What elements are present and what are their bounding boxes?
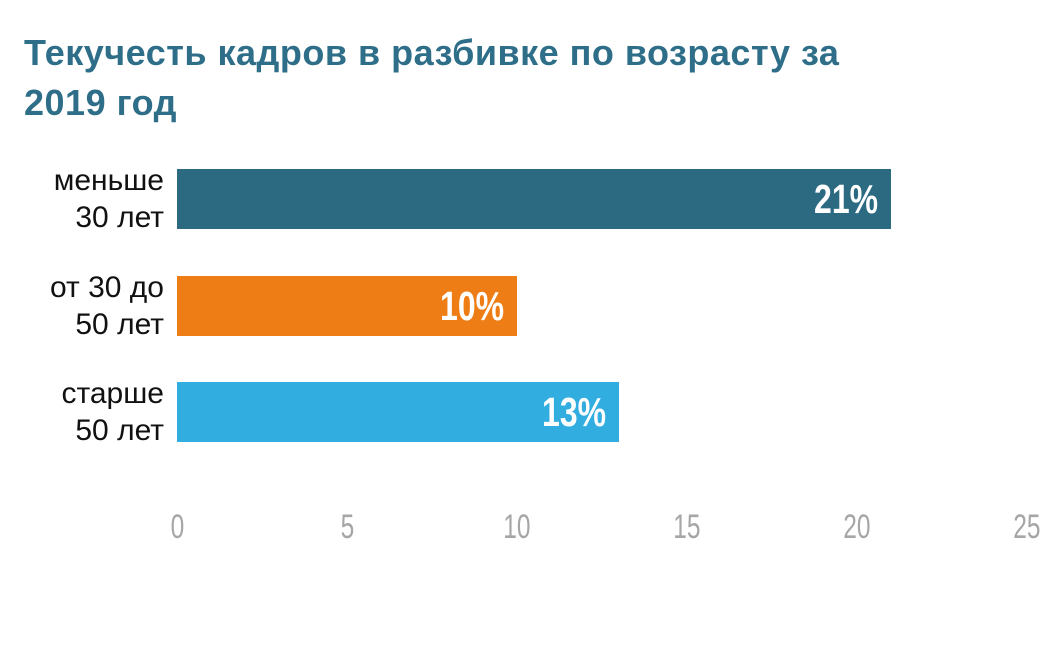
category-label-line: меньше <box>53 164 164 197</box>
category-label: меньше 30 лет <box>0 164 164 234</box>
category-label-line: 50 лет <box>75 414 164 447</box>
bar: 13% <box>177 382 619 442</box>
x-axis-tick: 10 <box>503 508 531 546</box>
x-axis-tick: 15 <box>673 508 701 546</box>
bar: 21% <box>177 169 891 229</box>
category-label: от 30 до 50 лет <box>0 271 164 341</box>
bar: 10% <box>177 276 517 336</box>
bar-value-label: 10% <box>439 282 504 329</box>
category-label: старше 50 лет <box>0 377 164 447</box>
chart-title-line-1: Текучесть кадров в разбивке по возрасту … <box>24 32 840 73</box>
category-label-line: от 30 до <box>50 271 164 304</box>
chart-title-line-2: 2019 год <box>24 82 177 123</box>
chart-title: Текучесть кадров в разбивке по возрасту … <box>24 28 839 128</box>
category-label-line: старше <box>61 377 164 410</box>
bar-value-label: 13% <box>541 388 606 435</box>
x-axis-tick: 5 <box>340 508 354 546</box>
category-label-line: 50 лет <box>75 308 164 341</box>
x-axis-tick: 25 <box>1013 508 1041 546</box>
x-axis-tick: 0 <box>170 508 184 546</box>
bar-value-label: 21% <box>813 175 878 222</box>
category-label-line: 30 лет <box>75 201 164 234</box>
x-axis-tick: 20 <box>843 508 871 546</box>
